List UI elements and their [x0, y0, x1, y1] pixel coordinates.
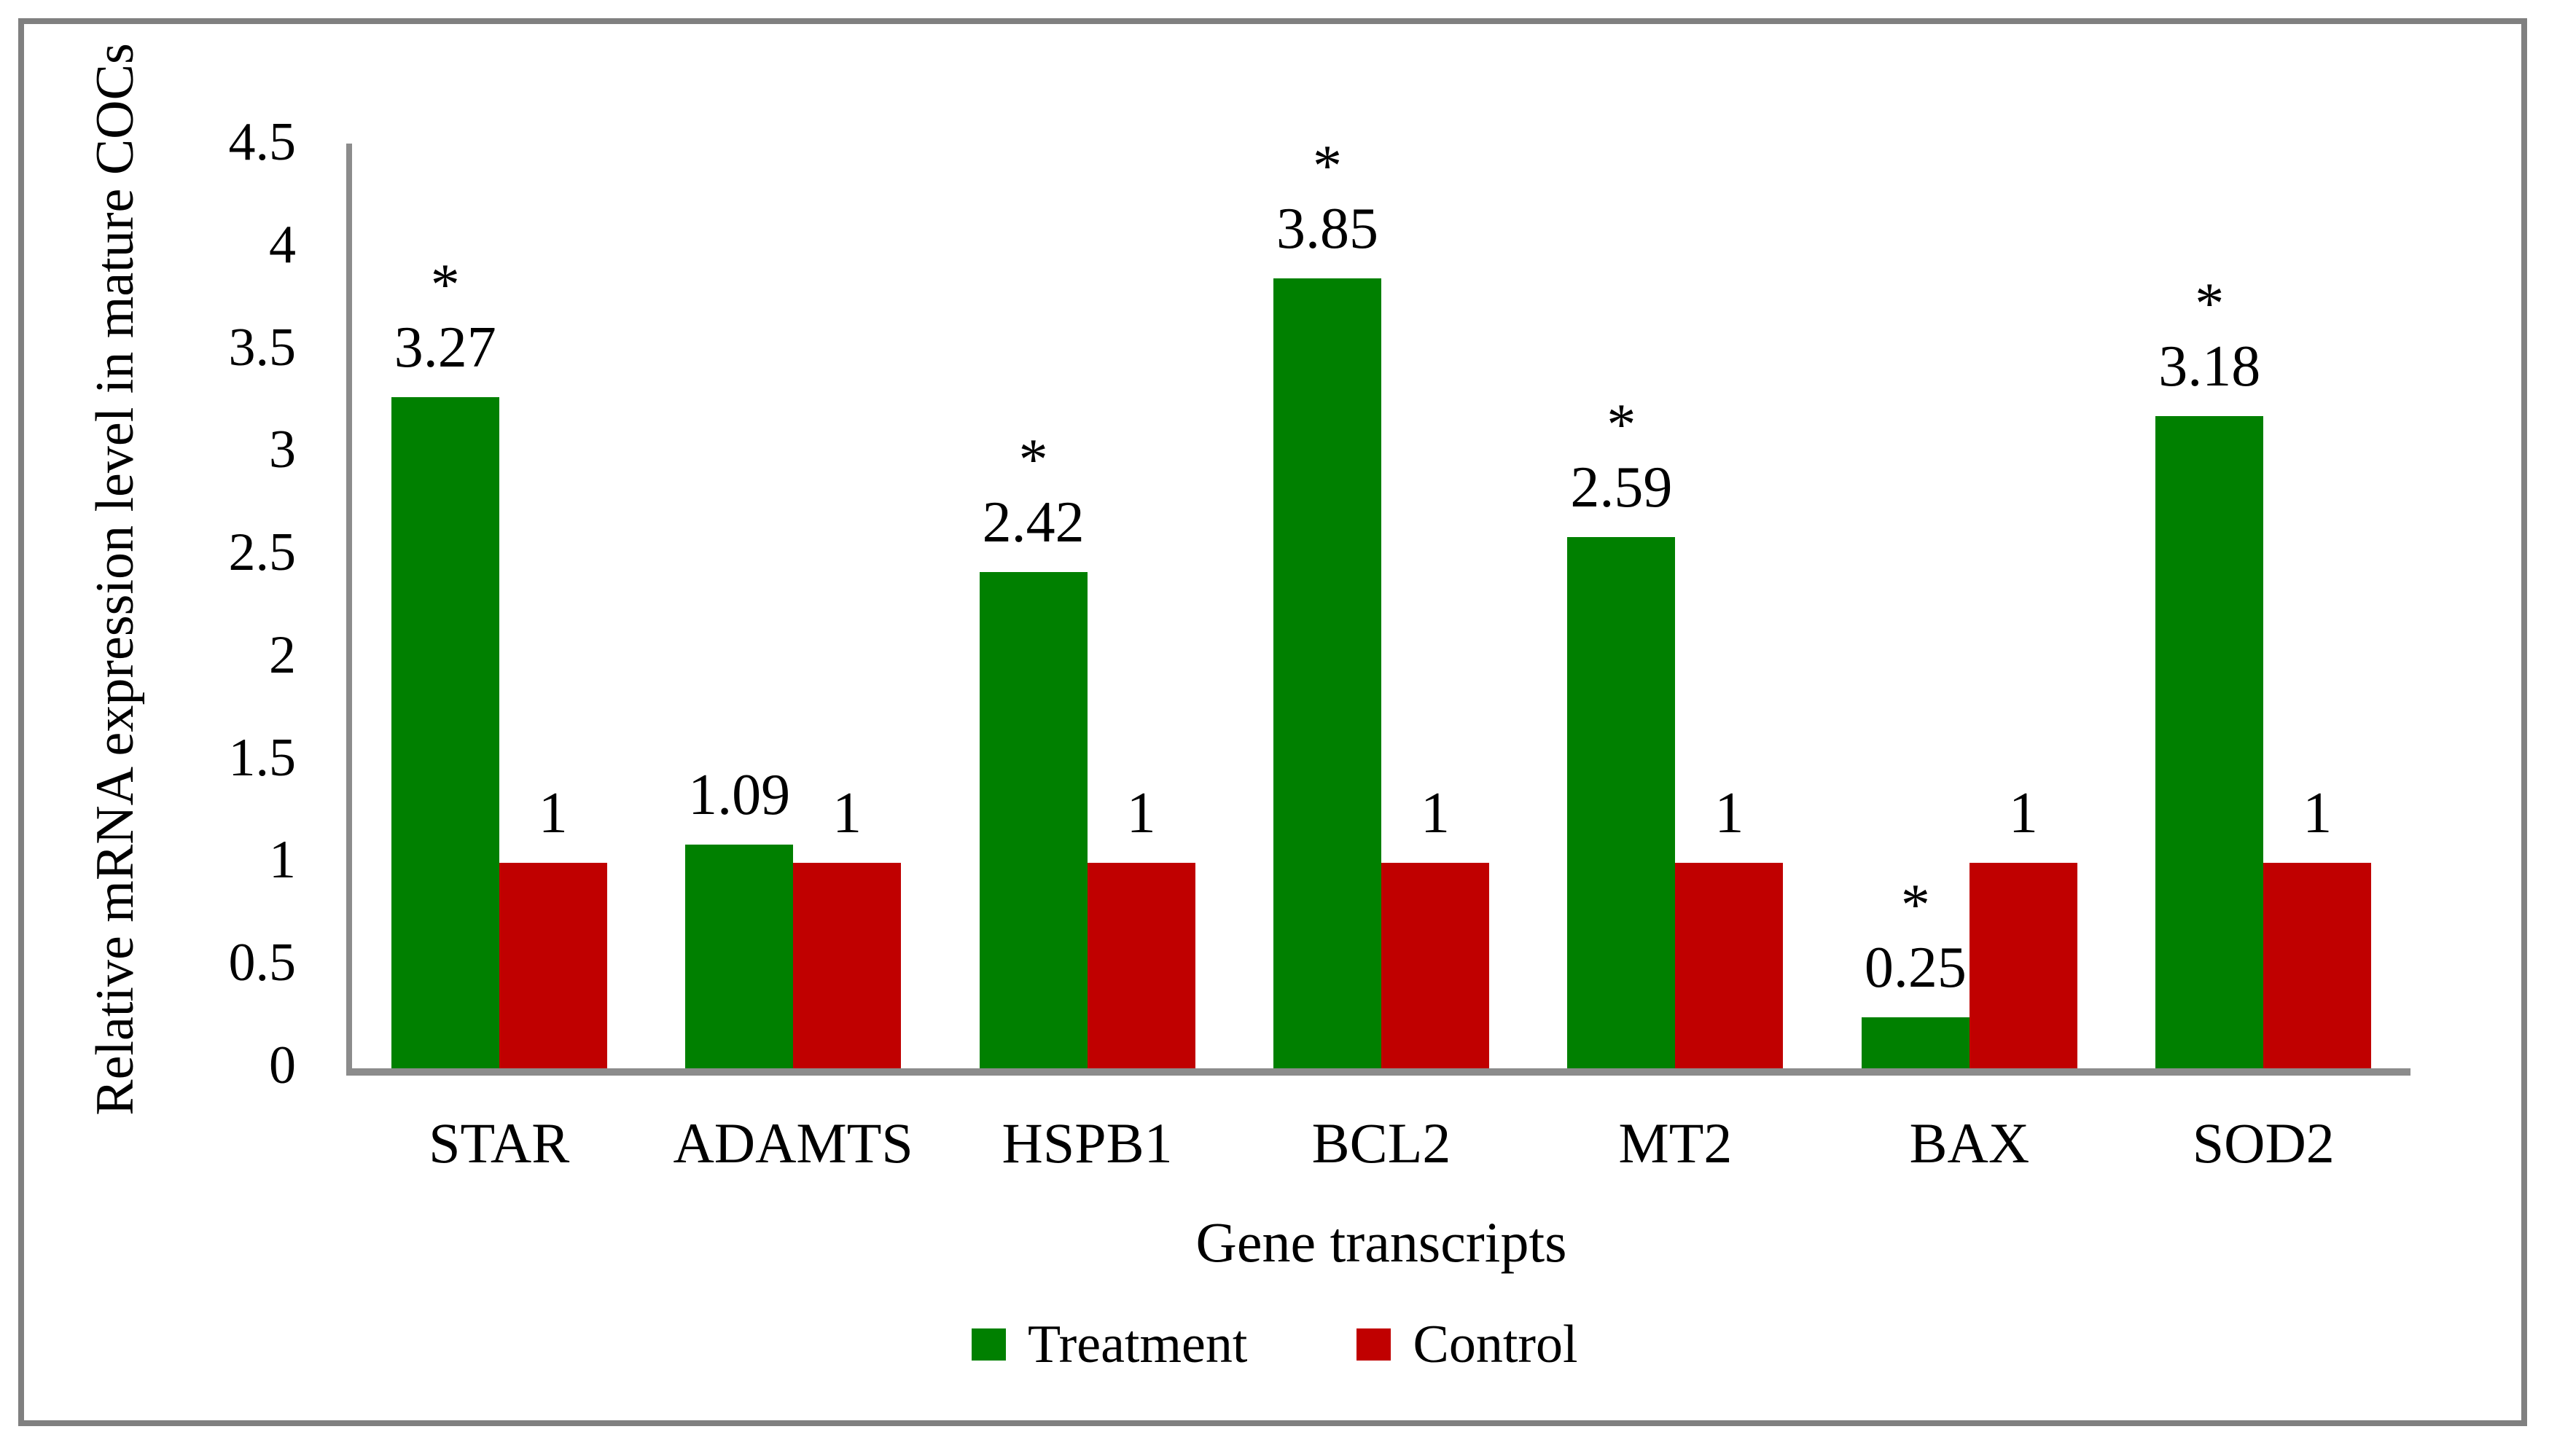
category-label-sod2: SOD2	[2192, 1111, 2335, 1175]
category-label-bcl2: BCL2	[1311, 1111, 1451, 1175]
bar-control-hspb1	[1087, 863, 1195, 1068]
category-label-star: STAR	[429, 1111, 570, 1175]
value-label: 1.09	[688, 763, 791, 827]
legend-label-control: Control	[1413, 1315, 1578, 1374]
y-tick-label: 4	[269, 214, 296, 275]
value-label: 1	[2008, 781, 2038, 845]
y-tick-label: 2.5	[228, 522, 297, 583]
bar-control-bcl2	[1381, 863, 1489, 1068]
value-label: 1	[1714, 781, 1744, 845]
legend-label-treatment: Treatment	[1028, 1315, 1248, 1374]
y-tick-label: 3	[269, 420, 296, 480]
value-label: 0.25	[1864, 936, 1967, 1000]
significance-asterisk: *	[1900, 873, 1930, 937]
bar-treatment-hspb1	[979, 572, 1088, 1068]
value-label: 1	[1421, 781, 1450, 845]
bar-control-adamts	[793, 863, 902, 1068]
category-label-hspb1: HSPB1	[1002, 1111, 1173, 1175]
treatment-swatch-icon	[972, 1328, 1006, 1361]
x-axis-title: Gene transcripts	[1195, 1210, 1567, 1274]
legend-item-treatment: Treatment	[972, 1318, 1247, 1371]
value-label: 1	[538, 781, 568, 845]
bar-control-mt2	[1675, 863, 1784, 1068]
value-label: 3.27	[394, 316, 496, 380]
bar-treatment-mt2	[1567, 537, 1676, 1068]
significance-asterisk: *	[1607, 393, 1636, 457]
x-axis-line	[346, 1068, 2410, 1076]
bar-treatment-adamts	[685, 845, 794, 1068]
legend-item-control: Control	[1356, 1315, 1578, 1374]
significance-asterisk: *	[1018, 428, 1048, 492]
value-label: 1	[832, 781, 862, 845]
value-label: 1	[1126, 781, 1156, 845]
bar-control-bax	[1969, 863, 2077, 1068]
bar-control-star	[499, 863, 607, 1068]
value-label: 2.59	[1570, 455, 1673, 520]
bar-treatment-bax	[1861, 1017, 1970, 1068]
y-axis-line	[346, 144, 352, 1068]
significance-asterisk: *	[2195, 272, 2225, 336]
bar-treatment-sod2	[2155, 416, 2264, 1068]
y-tick-label: 1	[269, 830, 296, 891]
value-label: 3.18	[2158, 334, 2261, 399]
category-label-adamts: ADAMTS	[673, 1111, 913, 1175]
legend: Treatment Control	[972, 1312, 1578, 1377]
y-tick-label: 0	[269, 1036, 296, 1095]
control-swatch-icon	[1356, 1328, 1391, 1361]
significance-asterisk: *	[1313, 134, 1342, 198]
category-label-bax: BAX	[1909, 1111, 2030, 1175]
value-label: 1	[2303, 781, 2332, 845]
value-label: 3.85	[1276, 197, 1378, 261]
value-label: 2.42	[982, 490, 1085, 555]
y-tick-label: 3.5	[228, 317, 297, 377]
category-label-mt2: MT2	[1618, 1111, 1733, 1175]
bar-treatment-bcl2	[1273, 278, 1381, 1068]
y-tick-label: 0.5	[228, 933, 297, 993]
y-tick-label: 2	[269, 625, 296, 685]
bar-control-sod2	[2263, 863, 2372, 1068]
y-tick-label: 4.5	[228, 111, 297, 172]
y-tick-label: 1.5	[228, 727, 297, 788]
significance-asterisk: *	[430, 253, 460, 317]
bar-treatment-star	[391, 397, 499, 1068]
